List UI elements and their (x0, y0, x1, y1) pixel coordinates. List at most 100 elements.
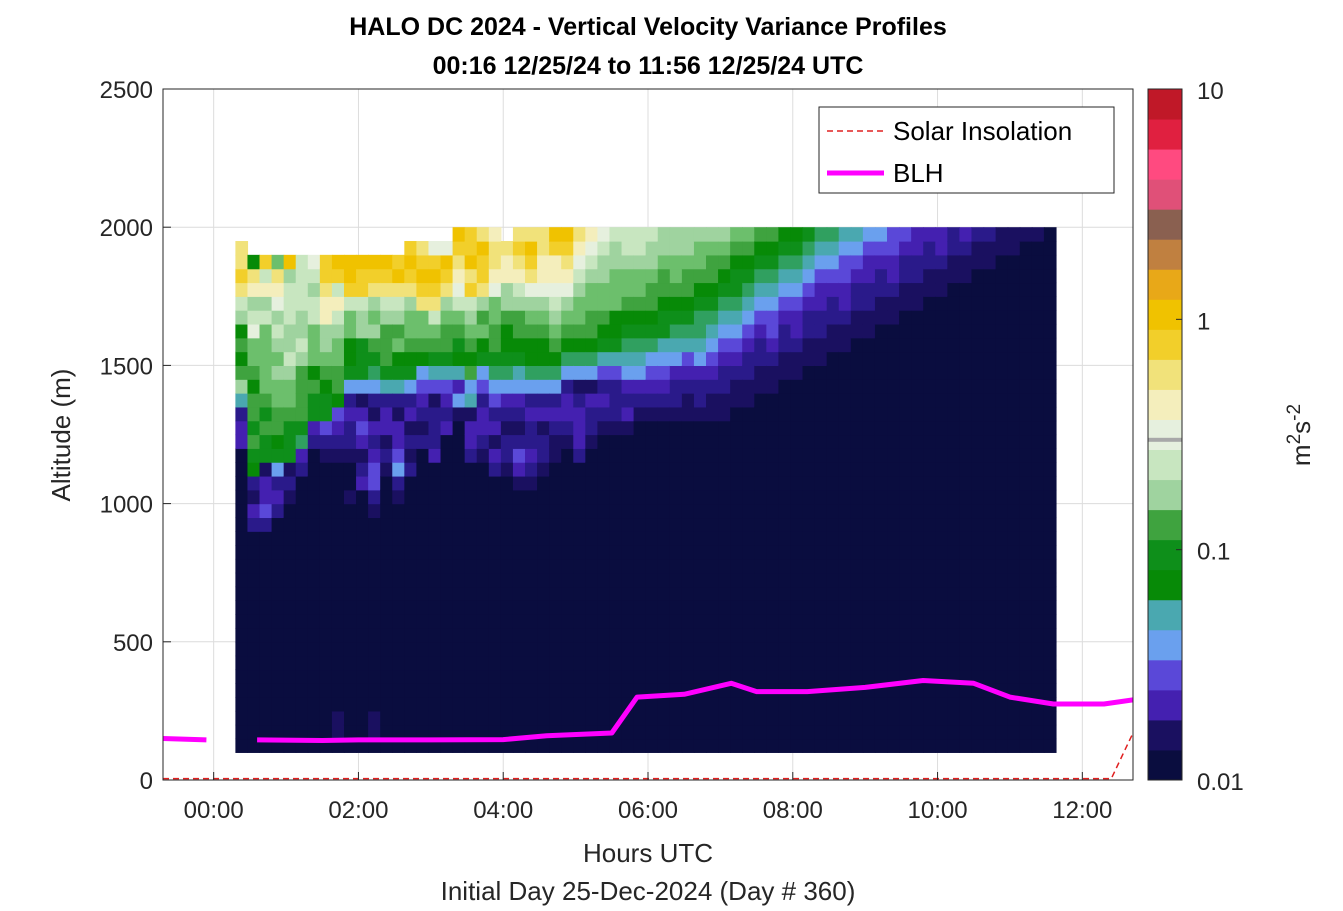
heatmap-cell (862, 558, 876, 574)
heatmap-cell (947, 227, 961, 242)
heatmap-cell (585, 310, 598, 325)
heatmap-cell (706, 282, 719, 297)
heatmap-cell (850, 724, 864, 740)
heatmap-cell (911, 227, 924, 242)
heatmap-cell (778, 268, 792, 284)
heatmap-cell (307, 627, 321, 643)
heatmap-cell (1031, 310, 1045, 325)
heatmap-cell (428, 379, 442, 394)
heatmap-cell (621, 337, 635, 353)
heatmap-cell (1031, 448, 1045, 463)
heatmap-cell (609, 241, 623, 256)
heatmap-cell (392, 558, 405, 574)
heatmap-cell (537, 462, 550, 477)
heatmap-cell (923, 683, 936, 698)
heatmap-cell (609, 448, 623, 463)
heatmap-cell (923, 655, 936, 671)
heatmap-cell (380, 406, 393, 422)
heatmap-cell (838, 600, 852, 615)
heatmap-cell (874, 448, 888, 463)
heatmap-cell (440, 614, 454, 629)
heatmap-cell (633, 475, 647, 491)
heatmap-cell (440, 531, 454, 546)
heatmap-cell (464, 683, 478, 698)
heatmap-cell (959, 337, 973, 353)
heatmap-cell (959, 627, 973, 643)
heatmap-cell (295, 351, 309, 366)
heatmap-cell (778, 282, 792, 297)
heatmap-cell (440, 545, 454, 560)
heatmap-cell (271, 517, 285, 532)
heatmap-cell (911, 282, 924, 297)
heatmap-cell (525, 517, 538, 532)
heatmap-cell (862, 531, 876, 546)
heatmap-cell (838, 337, 852, 353)
heatmap-cell (995, 572, 1009, 588)
heatmap-cell (476, 655, 490, 671)
heatmap-cell (295, 572, 309, 588)
colorbar-segment (1148, 89, 1182, 120)
heatmap-cell (802, 296, 816, 311)
heatmap-cell (899, 614, 912, 629)
heatmap-cell (742, 434, 755, 449)
heatmap-cell (935, 323, 948, 339)
heatmap-cell (959, 393, 973, 408)
heatmap-cell (561, 462, 574, 477)
heatmap-cell (464, 268, 478, 284)
heatmap-cell (549, 517, 562, 532)
heatmap-cell (283, 669, 297, 684)
heatmap-cell (790, 462, 804, 477)
heatmap-cell (271, 434, 285, 449)
heatmap-cell (609, 738, 623, 753)
heatmap-cell (319, 600, 333, 615)
heatmap-cell (971, 282, 985, 297)
heatmap-cell (814, 586, 828, 601)
heatmap-cell (935, 282, 948, 297)
heatmap-cell (778, 517, 792, 532)
heatmap-cell (343, 310, 357, 325)
heatmap-cell (633, 489, 647, 505)
heatmap-cell (730, 462, 743, 477)
heatmap-cell (525, 572, 538, 588)
heatmap-cell (525, 351, 538, 366)
heatmap-cell (730, 296, 743, 311)
heatmap-cell (911, 503, 924, 519)
heatmap-cell (512, 503, 526, 519)
heatmap-cell (730, 434, 743, 449)
heatmap-cell (995, 614, 1009, 629)
heatmap-cell (850, 268, 864, 284)
overlay-lines (163, 678, 1133, 780)
heatmap-cell (633, 406, 647, 422)
heatmap-cell (693, 738, 707, 753)
heatmap-cell (790, 697, 804, 712)
heatmap-cell (319, 420, 333, 436)
heatmap-cell (525, 379, 538, 394)
heatmap-cell (259, 614, 273, 629)
heatmap-cell (971, 641, 985, 657)
heatmap-cell (452, 241, 466, 256)
heatmap-cell (959, 227, 973, 242)
heatmap-cell (778, 406, 792, 422)
heatmap-cell (766, 503, 780, 519)
x-axis-sublabel: Initial Day 25-Dec-2024 (Day # 360) (441, 876, 856, 906)
colorbar-segment (1148, 179, 1182, 210)
heatmap-cell (766, 227, 780, 242)
heatmap-cell (826, 572, 840, 588)
heatmap-cell (1043, 462, 1057, 477)
heatmap-cell (500, 296, 514, 311)
heatmap-cell (645, 572, 659, 588)
heatmap-cell (283, 365, 297, 380)
heatmap-cell (862, 448, 876, 463)
heatmap-cell (404, 254, 417, 270)
heatmap-cell (440, 586, 454, 601)
heatmap-cell (693, 241, 707, 256)
heatmap-cell (971, 697, 985, 712)
heatmap-cell (1007, 268, 1021, 284)
heatmap-cell (512, 296, 526, 311)
heatmap-cell (573, 365, 586, 380)
heatmap-cell (778, 241, 792, 256)
heatmap-cell (331, 600, 345, 615)
heatmap-cell (959, 282, 973, 297)
heatmap-cell (657, 351, 671, 366)
